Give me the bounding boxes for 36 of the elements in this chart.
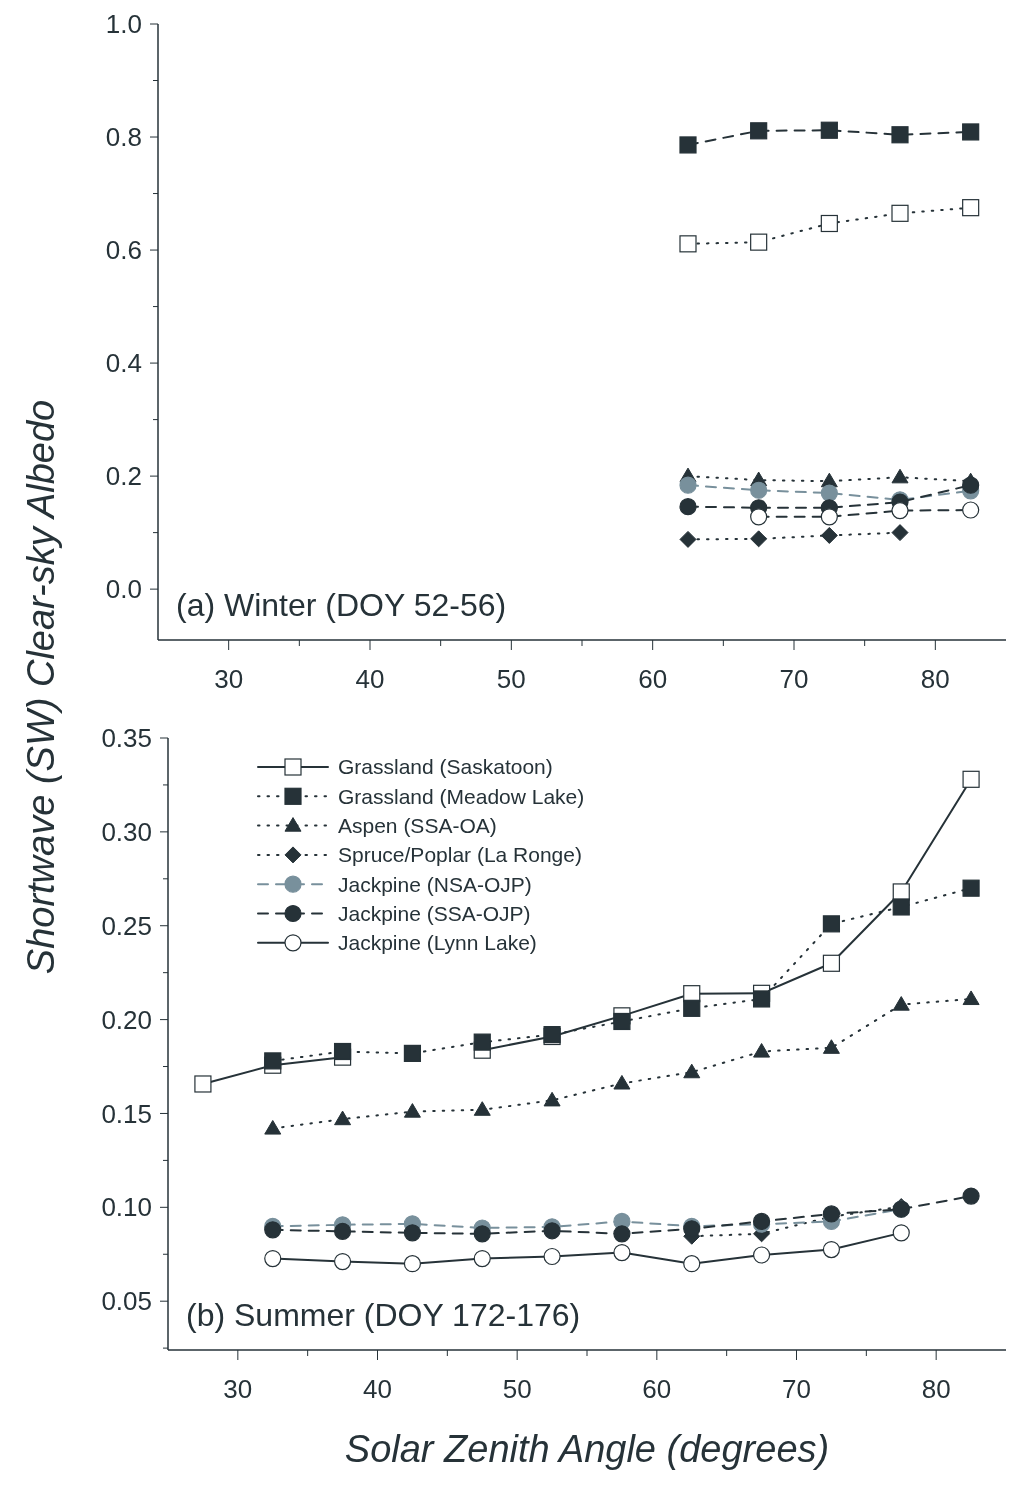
y-tick-label: 0.25 xyxy=(101,910,152,941)
y-tick-label: 0.10 xyxy=(101,1192,152,1223)
x-tick-label: 80 xyxy=(921,1374,951,1404)
y-tick-label: 0.30 xyxy=(101,816,152,847)
x-tick-label: 40 xyxy=(363,1374,392,1404)
x-tick-label: 30 xyxy=(214,664,244,694)
y-tick-label: 0.6 xyxy=(105,235,142,266)
y-tick-label: 0.0 xyxy=(105,574,142,605)
text: (a) Winter (DOY 52-56) xyxy=(176,587,507,623)
y-tick-label: 0.35 xyxy=(101,723,152,754)
legend-label: Spruce/Poplar (La Ronge) xyxy=(338,843,582,867)
y-tick-label: 0.8 xyxy=(105,122,142,153)
x-tick-label: 70 xyxy=(782,1374,811,1404)
x-axis-title: Solar Zenith Angle (degrees) xyxy=(344,1428,830,1470)
x-tick-label: 80 xyxy=(920,664,950,694)
y-tick-label: 0.05 xyxy=(101,1286,152,1317)
legend-label: Grassland (Meadow Lake) xyxy=(338,784,585,808)
text: (b) Summer (DOY 172-176) xyxy=(186,1297,581,1333)
y-tick-label: 0.20 xyxy=(101,1004,152,1035)
legend-label: Grassland (Saskatoon) xyxy=(338,755,553,779)
y-tick-label: 0.15 xyxy=(101,1098,152,1129)
y-tick-label: 0.2 xyxy=(105,461,142,492)
y-tick-label: 1.0 xyxy=(105,9,142,40)
y-tick-label: 0.4 xyxy=(105,348,142,379)
legend-label: Aspen (SSA-OA) xyxy=(338,813,497,837)
x-tick-label: 50 xyxy=(502,1374,532,1404)
x-tick-label: 50 xyxy=(496,664,526,694)
y-axis-title: Shortwave (SW) Clear-sky Albedo xyxy=(20,399,62,975)
legend-label: Jackpine (SSA-OJP) xyxy=(338,901,531,925)
x-tick-label: 60 xyxy=(642,1374,672,1404)
legend-label: Jackpine (Lynn Lake) xyxy=(338,931,537,955)
x-tick-label: 40 xyxy=(355,664,385,694)
x-tick-label: 30 xyxy=(223,1374,253,1404)
x-tick-label: 70 xyxy=(779,664,809,694)
x-tick-label: 60 xyxy=(638,664,668,694)
legend-label: Jackpine (NSA-OJP) xyxy=(338,872,532,896)
